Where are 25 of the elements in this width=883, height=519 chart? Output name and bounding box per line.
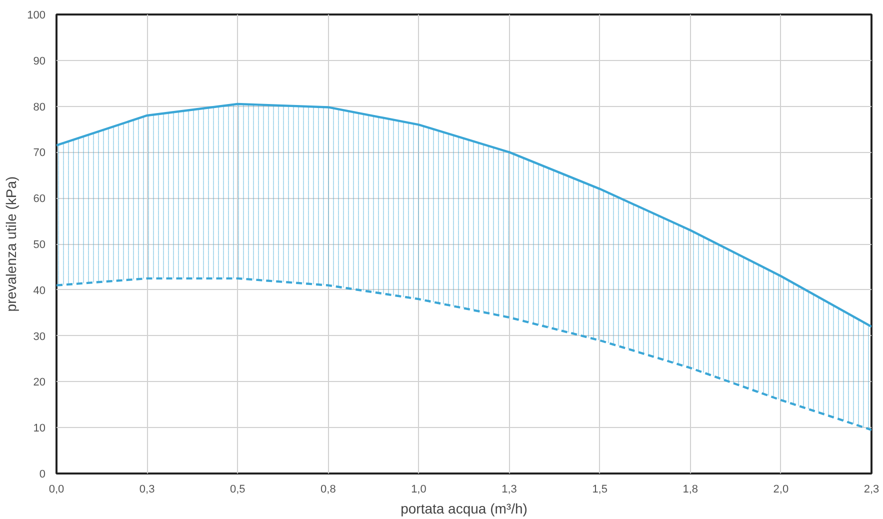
y-tick-label: 80 [33, 101, 46, 114]
y-tick-label: 70 [33, 147, 46, 160]
y-tick-label: 60 [33, 193, 46, 206]
y-axis-title: prevalenza utile (kPa) [3, 176, 20, 312]
x-tick-label: 2,0 [773, 484, 789, 496]
y-tick-label: 0 [39, 468, 46, 480]
y-tick-label: 20 [33, 376, 46, 389]
x-tick-label: 2,3 [864, 484, 880, 496]
x-tick-label: 1,0 [411, 484, 426, 496]
y-tick-label: 30 [33, 330, 46, 343]
x-tick-label: 1,5 [592, 484, 608, 496]
y-tick-label: 90 [33, 55, 46, 68]
x-tick-label: 0,8 [320, 484, 336, 496]
x-tick-label: 1,8 [682, 484, 698, 496]
y-tick-label: 10 [33, 422, 46, 435]
line-series [56, 102, 872, 328]
x-axis-title: portata acqua (m³/h) [400, 500, 528, 516]
x-tick-label: 0,5 [230, 484, 246, 496]
y-tick-label: 40 [33, 284, 46, 297]
x-tick-label: 0,0 [48, 484, 64, 496]
x-tick-label: 0,3 [139, 484, 155, 496]
x-tick-label: 1,3 [502, 484, 517, 496]
line-series [56, 277, 872, 431]
y-tick-label: 100 [27, 10, 46, 22]
y-tick-label: 50 [33, 239, 46, 251]
